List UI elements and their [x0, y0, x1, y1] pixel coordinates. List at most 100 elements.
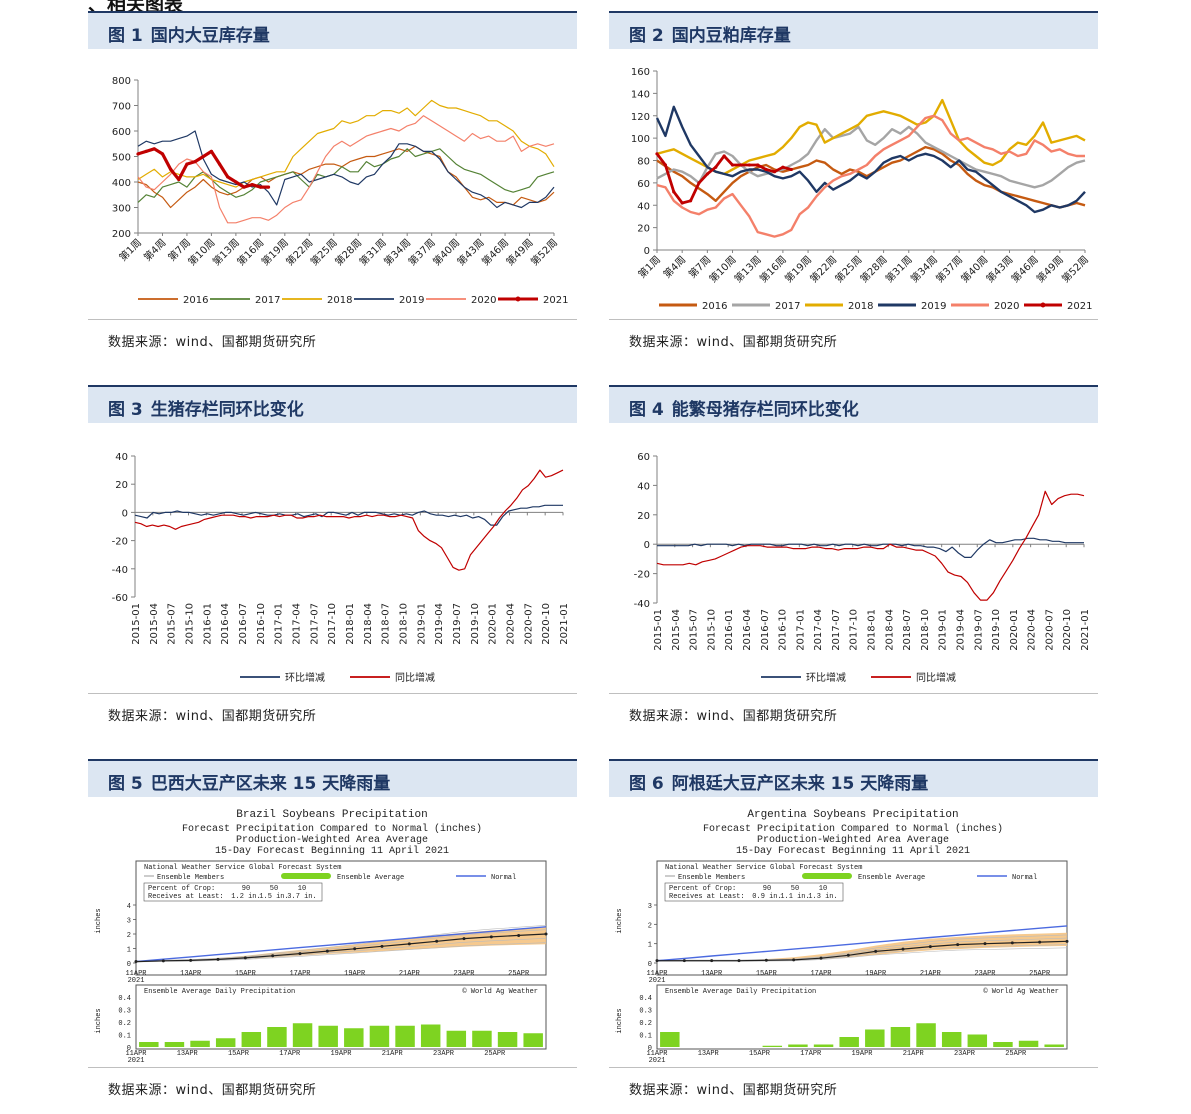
series-line-2018 [656, 98, 1086, 176]
x-tick-label: 19APR [865, 970, 887, 978]
figure-number: 图 2 [629, 26, 664, 46]
x-tick-label: 第1周 [116, 236, 144, 264]
ensemble-average-line [657, 940, 1068, 962]
x-tick-label: 2019-07 [452, 603, 463, 645]
ensemble-average-point [682, 959, 686, 963]
divider [88, 1067, 577, 1068]
series-line-同比增减 [134, 469, 564, 571]
bar-x-tick-label: 25APR [484, 1050, 506, 1058]
bar-y-tick-label: 0 [648, 1045, 652, 1053]
crop-row-label: Percent of Crop: [148, 885, 215, 893]
crop-table-frame [143, 882, 323, 902]
bar-y-tick-label: 0.3 [639, 1008, 652, 1016]
legend-label-members: Ensemble Members [678, 874, 745, 882]
crop-receives: 1.3 in. [808, 893, 837, 901]
forecast-system-title: National Weather Service Global Forecast… [144, 864, 341, 872]
y-tick-label: 1 [648, 942, 652, 950]
panel-hog-inventory-change: 图 3 生猪存栏同环比变化 -60 -40 -20 0 20 40 2015-01 2015-0… [88, 385, 577, 747]
series-point-2021 [756, 163, 760, 167]
y-tick-label: -40 [634, 599, 650, 610]
series-line-2016 [137, 145, 555, 209]
daily-precip-bar [660, 1032, 680, 1047]
x-tick-label: 15APR [235, 970, 257, 978]
brazil-precipitation-chart: Brazil Soybeans Precipitation Forecast Pr… [95, 809, 548, 1065]
figure-number: 图 1 [108, 26, 143, 46]
x-tick-label: 2016-04 [742, 609, 753, 651]
x-tick-label: 2016-10 [256, 603, 267, 645]
panel-title: 国内大豆库存量 [150, 26, 270, 46]
chart-subtitle: Production-Weighted Area Average [236, 834, 428, 846]
x-tick-label: 2018-01 [867, 609, 878, 651]
x-tick-label: 第49周 [1034, 253, 1066, 285]
bar-x-tick-label: 23APR [433, 1050, 455, 1058]
legend-label-average: Ensemble Average [337, 874, 404, 882]
ensemble-average-point [544, 932, 548, 936]
series-point-2021 [144, 149, 148, 153]
x-tick-label: 2016-01 [724, 609, 735, 651]
x-tick-label: 2015-01 [653, 609, 664, 651]
y-tick-label: 0 [644, 540, 650, 551]
x-tick-label: 第22周 [807, 253, 839, 285]
daily-precip-bar [839, 1037, 859, 1047]
series-point-2021 [688, 199, 693, 203]
bar-x-tick-label: 19APR [851, 1050, 873, 1058]
ensemble-average-point [462, 937, 466, 941]
panel-header: 图 1 国内大豆库存量 [88, 11, 577, 49]
receives-row-label: Receives at Least: [669, 893, 745, 901]
y-tick-label: 80 [637, 157, 650, 168]
y-tick-label: 800 [112, 76, 131, 87]
x-tick-label: 2016-07 [238, 603, 249, 645]
x-tick-label: 2018-10 [399, 603, 410, 645]
ensemble-average-point [271, 954, 275, 958]
legend-label-members: Ensemble Members [157, 874, 224, 882]
series-line-2018 [137, 99, 555, 188]
ensemble-member-line [657, 934, 1068, 961]
x-tick-label: 2020-04 [506, 603, 517, 645]
y-tick-label: 1 [127, 947, 131, 955]
ensemble-average-point [517, 933, 521, 937]
divider [609, 319, 1098, 320]
y-tick-label: -40 [112, 565, 128, 576]
legend-label-2017: 2017 [255, 295, 280, 306]
x-tick-label: 11APR [125, 970, 147, 978]
x-tick-label: 第31周 [883, 253, 915, 285]
ensemble-average-point [1065, 939, 1069, 943]
x-tick-label: 2021-01 [1080, 609, 1091, 651]
legend-label-2019: 2019 [921, 301, 946, 312]
x-tick-label: 25APR [508, 970, 530, 978]
chart-subtitle: 15-Day Forecast Beginning 11 April 2021 [215, 845, 449, 857]
bar-x-tick-label: 13APR [698, 1050, 720, 1058]
panel-header: 图 4 能繁母猪存栏同环比变化 [609, 385, 1098, 423]
series-point-2021 [201, 154, 205, 159]
x-tick-label: 2020-07 [523, 603, 534, 645]
y-tick-label: 3 [648, 903, 652, 911]
ensemble-average-point [298, 952, 302, 956]
x-tick-label: 2020-01 [1009, 609, 1020, 651]
crop-percent: 50 [270, 885, 278, 893]
ensemble-average-point [901, 947, 905, 951]
daily-precip-bar [472, 1030, 492, 1047]
series-point-2021 [177, 177, 181, 182]
daily-precip-bar [164, 1042, 185, 1047]
bar-x-tick-label: 17APR [800, 1050, 822, 1058]
x-tick-label: 2019-04 [955, 609, 966, 651]
daily-precip-bar [993, 1042, 1013, 1047]
x-tick-label: 2019-10 [470, 603, 481, 645]
x-tick-label: 2015-04 [149, 603, 160, 645]
bar-y-tick-label: 0.2 [118, 1020, 131, 1028]
panel-title: 生猪存栏同环比变化 [150, 400, 304, 420]
legend-label-2018: 2018 [327, 295, 352, 306]
y-tick-label: 160 [631, 67, 650, 78]
x-tick-label: 2017-04 [292, 603, 303, 645]
daily-precip-bar [369, 1025, 390, 1047]
y-tick-label: 60 [637, 452, 650, 463]
y-tick-label: 2 [648, 922, 652, 930]
crop-percent: 90 [763, 885, 771, 893]
y-tick-label: 0 [648, 961, 652, 969]
ensemble-average-point [983, 942, 987, 946]
series-point-2021 [722, 154, 726, 158]
series-point-2021 [160, 152, 165, 156]
y-tick-label: 200 [112, 229, 131, 240]
bar-y-tick-label: 0.2 [639, 1020, 652, 1028]
x-tick-label: 第52周 [528, 236, 560, 268]
